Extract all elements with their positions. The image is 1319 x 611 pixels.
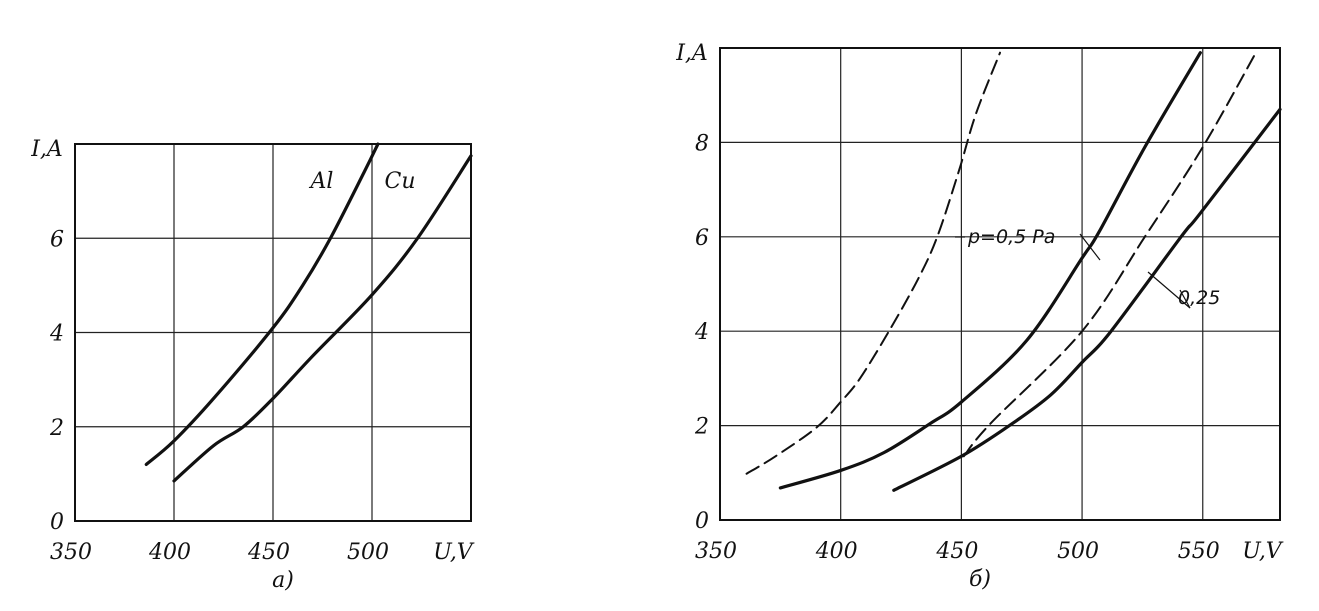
y-tick-label: 2: [49, 416, 64, 441]
annotation-pressure-05: p=0,5 Pa: [967, 226, 1055, 248]
panel-label: б): [969, 567, 991, 592]
y-tick-label: 6: [695, 226, 709, 251]
panel-label: а): [272, 568, 294, 593]
chart-panel-b: [719, 47, 1282, 521]
plot-frame: [719, 47, 1281, 521]
y-axis-label: I,A: [30, 137, 63, 162]
y-tick-label: 0: [50, 510, 64, 535]
y-tick-label: 2: [694, 415, 709, 440]
x-axis-label: U,V: [433, 540, 475, 565]
plot-frame: [74, 143, 472, 522]
y-tick-label: 4: [49, 322, 64, 347]
series-label-cu: Cu: [384, 169, 415, 194]
series-line-cu: [172, 154, 473, 483]
x-tick-label: 350: [50, 540, 92, 565]
series-label-al: Al: [309, 169, 334, 194]
annotation-leader: [1147, 271, 1191, 309]
chart-panel-a: [74, 142, 473, 522]
y-tick-label: 4: [694, 320, 709, 345]
series-line-solid-0_25: [892, 107, 1282, 492]
y-axis-label: I,A: [675, 41, 708, 66]
x-tick-label: 500: [1057, 539, 1099, 564]
y-tick-label: 8: [695, 131, 709, 156]
x-tick-label: 400: [815, 539, 858, 564]
y-tick-label: 0: [695, 509, 709, 534]
x-tick-label: 550: [1178, 539, 1220, 564]
series-line-dashed-0_25: [962, 51, 1257, 458]
x-tick-label: 500: [347, 540, 389, 565]
series-line-al: [144, 142, 380, 467]
x-tick-label: 400: [148, 540, 191, 565]
series-line-solid-0_5: [778, 51, 1202, 490]
x-tick-label: 450: [935, 539, 978, 564]
series-line-dashed-0_5: [745, 51, 1001, 475]
y-tick-label: 6: [50, 227, 64, 252]
annotation-pressure-025: 0,25: [1178, 287, 1220, 309]
x-tick-label: 450: [247, 540, 290, 565]
x-tick-label: 350: [695, 539, 737, 564]
annotation-leader: [1079, 233, 1101, 261]
x-axis-label: U,V: [1242, 539, 1284, 564]
